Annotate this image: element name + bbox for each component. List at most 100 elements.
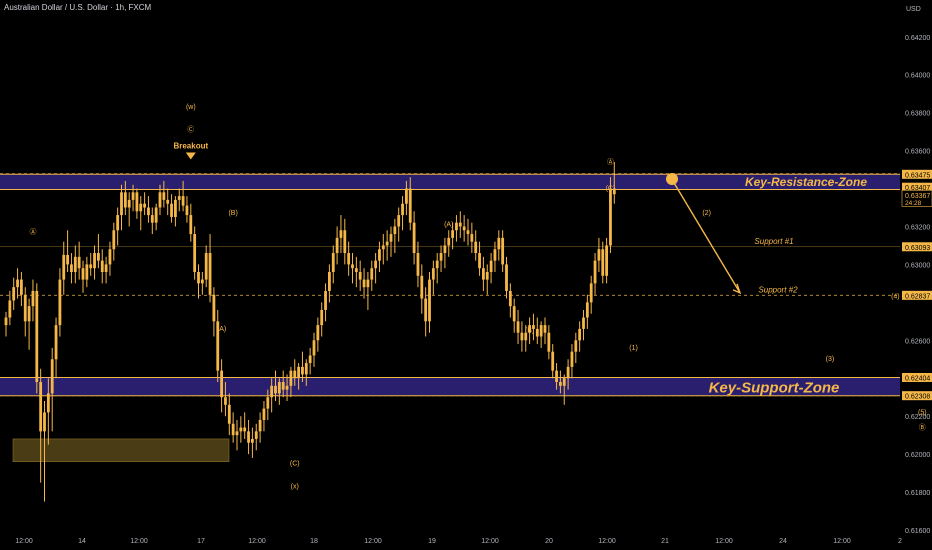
level-label-0: Support #1: [754, 237, 793, 246]
candle-body-44: [174, 199, 177, 217]
candle-body-149: [578, 328, 582, 341]
candle-body-136: [528, 325, 531, 333]
candle-body-60: [235, 431, 239, 436]
candle-body-67: [262, 408, 266, 420]
price-axis[interactable]: 0.64200 0.64000 0.63800 0.63600 0.63200 0.630…: [901, 6, 932, 535]
candle-body-115: [447, 237, 451, 246]
candle-body-118: [458, 222, 462, 227]
annotation-10: Ⓐ: [607, 158, 614, 166]
y-tick-10: 0.61600: [905, 528, 930, 535]
candle-body-5: [23, 294, 27, 322]
candle-body-76: [297, 366, 300, 379]
x-tick-0: 12:00: [15, 538, 33, 545]
candle-body-71: [277, 382, 281, 394]
candle-body-50: [197, 272, 200, 284]
candle-body-93: [362, 279, 366, 288]
candle-body-2: [12, 287, 16, 301]
candle-body-64: [251, 438, 254, 443]
candle-body-148: [574, 340, 578, 352]
marker-triangle-0: [185, 152, 196, 160]
candle-body-140: [543, 325, 547, 333]
annotation-1: Ⓒ: [187, 126, 194, 134]
time-axis[interactable]: 12:00 14 12:00 17 12:00 18 12:00 19 12:00 20 12:00…: [15, 538, 902, 545]
candle-body-139: [539, 325, 543, 337]
x-tick-7: 19: [428, 538, 436, 545]
y-tick-0: 0.64200: [905, 35, 930, 42]
candle-body-9: [39, 382, 43, 432]
interval: 1h: [115, 3, 125, 12]
candle-body-75: [293, 370, 297, 379]
candle-body-70: [274, 385, 277, 394]
candle-body-52: [204, 253, 208, 280]
annotation-5: (A): [217, 326, 226, 333]
candle-body-106: [412, 222, 416, 254]
price-label-2: 0.63367: [905, 193, 930, 200]
candle-body-153: [593, 260, 597, 284]
header-sep-1: ·: [110, 3, 113, 12]
candle-body-17: [70, 264, 73, 272]
candle-body-143: [555, 370, 558, 383]
annotation-11: (C): [606, 185, 616, 192]
demand-box: [12, 438, 230, 463]
chart-header: Australian Dollar / U.S. Dollar · 1h, FX…: [4, 3, 151, 12]
candle-body-61: [239, 427, 243, 432]
header-comma: ,: [124, 3, 129, 12]
y-tick-7: 0.62200: [905, 414, 930, 421]
candle-body-15: [62, 254, 66, 280]
candle-body-31: [123, 192, 127, 208]
candle-body-110: [428, 279, 431, 322]
price-label-1: 0.63407: [905, 185, 930, 192]
candle-body-156: [605, 245, 608, 276]
candle-body-95: [370, 268, 374, 280]
x-tick-9: 20: [545, 538, 553, 545]
candle-body-85: [331, 253, 335, 272]
candle-body-92: [358, 272, 362, 280]
candle-body-4: [20, 279, 23, 295]
annotation-0: (w): [186, 104, 196, 111]
candle-body-13: [54, 325, 58, 360]
candle-body-102: [397, 215, 401, 227]
annotation-4: (B): [228, 210, 237, 217]
candle-body-87: [339, 230, 343, 238]
candle-body-14: [58, 279, 62, 326]
candle-body-33: [131, 192, 135, 200]
candle-body-58: [227, 404, 231, 424]
candle-body-79: [308, 355, 312, 364]
candle-body-27: [108, 249, 112, 265]
candle-body-105: [408, 188, 412, 223]
price-label-6: 0.62308: [905, 394, 930, 401]
candle-body-34: [135, 192, 139, 212]
candle-body-51: [200, 279, 204, 284]
candle-body-127: [493, 249, 497, 261]
candle-body-56: [220, 370, 223, 398]
x-tick-15: 2: [898, 538, 902, 545]
candle-body-28: [112, 230, 116, 250]
candle-body-134: [520, 332, 524, 341]
candle-body-112: [435, 260, 439, 269]
candle-body-19: [77, 256, 81, 269]
candle-body-32: [127, 199, 131, 208]
candle-body-29: [116, 215, 120, 231]
y-tick-9: 0.61800: [905, 490, 930, 497]
candle-body-151: [585, 302, 589, 318]
annotation-7: (x): [291, 483, 299, 490]
zone-label-0: Key-Resistance-Zone: [745, 175, 867, 189]
annotation-14: (4): [891, 294, 900, 301]
candle-body-147: [570, 351, 574, 367]
candle-body-150: [582, 317, 585, 329]
candle-body-83: [324, 290, 327, 310]
axis-currency: USD: [906, 6, 921, 13]
candle-body-121: [470, 234, 474, 242]
candle-body-122: [474, 241, 478, 254]
price-label-box-1: [902, 182, 932, 192]
x-tick-6: 12:00: [364, 538, 382, 545]
candle-body-55: [216, 321, 220, 371]
candle-body-137: [532, 325, 535, 329]
price-label-box-3: [902, 242, 932, 252]
price-label-box-5: [902, 372, 932, 382]
annotation-15: (3): [826, 356, 835, 363]
candle-body-142: [551, 351, 555, 371]
candle-body-30: [120, 192, 123, 216]
x-tick-2: 12:00: [130, 538, 148, 545]
